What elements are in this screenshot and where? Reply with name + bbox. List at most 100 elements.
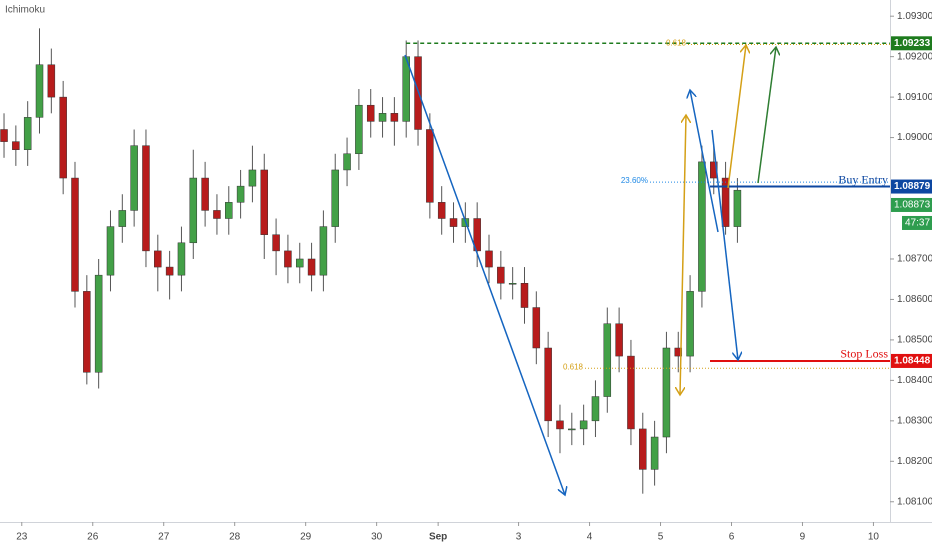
arrow [711, 129, 738, 360]
candle-body [568, 428, 576, 431]
candle-body [118, 210, 127, 227]
price-label-box [891, 179, 932, 194]
candle-body [591, 396, 600, 422]
x-tick-label: 4 [587, 532, 593, 543]
x-tick-label: 27 [158, 532, 170, 543]
y-tick-label: 1.08500 [897, 335, 932, 346]
candle-body [615, 323, 623, 357]
arrow [690, 90, 719, 233]
fib-label: 0.618 [666, 39, 687, 48]
x-tick-label: 3 [516, 532, 522, 543]
candle-body [130, 145, 138, 211]
candle-body [201, 177, 209, 211]
candle-body [603, 323, 612, 397]
last-price-label: 1.08873 [894, 200, 931, 211]
price-label: 1.08879 [894, 181, 931, 192]
candle-body [272, 234, 280, 252]
candle-body [721, 177, 730, 227]
candle-body [307, 258, 316, 276]
candle-body [177, 242, 186, 276]
candle-body [733, 189, 742, 227]
level-name: Buy Entry [838, 172, 888, 186]
x-tick-label: 9 [800, 532, 806, 543]
candle-body [236, 185, 245, 203]
drawings [404, 45, 776, 495]
candle-body [556, 420, 564, 430]
fib-label: 0.618 [563, 362, 584, 371]
candle-body [59, 96, 67, 179]
candle-body [449, 218, 458, 227]
x-tick-label: 5 [658, 532, 664, 543]
last-price-box [891, 197, 932, 212]
candle-body [698, 161, 706, 292]
candle-body [627, 355, 635, 430]
candle-body [142, 145, 150, 252]
candle-body [12, 141, 20, 150]
candle-body [35, 64, 44, 118]
candle-body [508, 283, 517, 285]
candle-body [71, 177, 79, 292]
candle-body [343, 153, 351, 171]
y-tick-label: 1.08100 [897, 496, 932, 507]
candle-body [366, 104, 375, 122]
countdown-label: 47:37 [905, 218, 930, 229]
candle-body [378, 113, 387, 122]
candle-body [0, 129, 8, 142]
candle-body [520, 283, 529, 308]
candle-body [414, 56, 422, 130]
y-tick-label: 1.09000 [897, 132, 932, 143]
arrow [757, 47, 776, 184]
arrow [680, 115, 686, 395]
candle-body [284, 250, 292, 268]
candle-body [154, 250, 162, 268]
candle-body [47, 64, 56, 98]
candle-body [650, 436, 659, 470]
arrow [404, 54, 565, 495]
candle-body [355, 104, 363, 155]
arrow [727, 45, 746, 189]
x-tick-label: Sep [429, 532, 447, 543]
candle-body [189, 177, 198, 244]
candle-body [319, 226, 328, 276]
level-name: Stop Loss [840, 347, 888, 361]
candle-body [437, 202, 446, 219]
candle-body [579, 420, 588, 430]
fib-label: 23.60% [621, 176, 648, 185]
candle-body [544, 347, 552, 422]
countdown-box [902, 215, 932, 230]
price-label: 1.08448 [894, 356, 931, 367]
candle-body [94, 274, 103, 373]
y-tick-label: 1.09300 [897, 11, 932, 22]
y-tick-label: 1.08200 [897, 456, 932, 467]
x-tick-label: 6 [729, 532, 735, 543]
price-label-box [891, 36, 932, 51]
candle-body [295, 258, 304, 268]
y-tick-label: 1.08700 [897, 254, 932, 265]
x-tick-label: 23 [16, 532, 28, 543]
candle-body [225, 202, 233, 219]
x-tick-label: 28 [229, 532, 241, 543]
candle-body [213, 210, 221, 219]
price-label-box [891, 353, 932, 368]
candle-body [532, 307, 541, 349]
candle-body [473, 218, 481, 252]
y-tick-label: 1.08600 [897, 294, 932, 305]
x-tick-label: 26 [87, 532, 99, 543]
candle-body [83, 291, 91, 373]
candle-body [662, 347, 671, 438]
candle-body [331, 169, 339, 227]
candle-body [106, 226, 115, 276]
candle-body [23, 117, 32, 150]
price-label: 1.09233 [894, 38, 931, 49]
x-tick-label: 30 [371, 532, 383, 543]
y-tick-label: 1.09100 [897, 92, 932, 103]
x-tick-label: 10 [868, 532, 880, 543]
candle-body [497, 266, 505, 284]
indicator-label: Ichimoku [5, 5, 45, 16]
candle-body [639, 428, 647, 470]
candle-body [165, 266, 174, 276]
y-tick-label: 1.08300 [897, 415, 932, 426]
y-tick-label: 1.09200 [897, 51, 932, 62]
